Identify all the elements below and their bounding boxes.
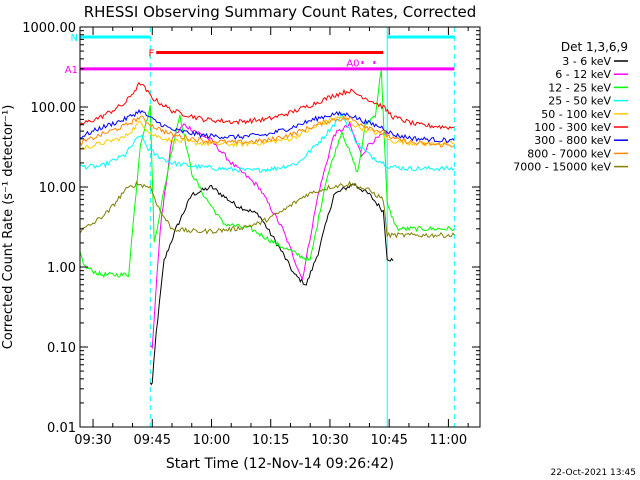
y-axis-ticks: 0.01 0.10 1.00 10.00 100.00 1000.00	[22, 21, 480, 436]
series-line	[79, 115, 455, 148]
y-tick-label: 0.10	[47, 341, 76, 356]
x-tick-label: 11:00	[430, 433, 467, 448]
footer-date: 22-Oct-2021 13:45	[551, 468, 636, 478]
y-tick-label: 100.00	[31, 101, 77, 116]
series-line	[79, 115, 455, 151]
state-bar-label: A0	[346, 58, 359, 69]
legend-entry-label: 300 - 800 keV	[534, 134, 611, 147]
legend-entry-label: 7000 - 15000 keV	[513, 161, 611, 174]
legend-entry-label: 25 - 50 keV	[548, 95, 611, 108]
chart-title: RHESSI Observing Summary Count Rates, Co…	[84, 3, 477, 21]
x-tick-label: 09:30	[74, 433, 111, 448]
series-line	[79, 108, 455, 144]
state-bars: N F A0 A1	[65, 33, 455, 76]
x-tick-label: 10:00	[193, 433, 230, 448]
y-tick-label: 1000.00	[22, 21, 76, 36]
series-line	[79, 70, 455, 278]
legend-entry-label: 6 - 12 keV	[555, 68, 611, 81]
x-tick-label: 10:45	[370, 433, 407, 448]
state-bar-label: A1	[65, 65, 78, 76]
legend-entry-label: 12 - 25 keV	[548, 81, 611, 94]
x-tick-label: 10:30	[311, 433, 348, 448]
y-tick-label: 0.01	[47, 421, 76, 436]
plot-frame	[79, 26, 481, 428]
legend-entry-label: 100 - 300 keV	[534, 121, 611, 134]
y-axis-label: Corrected Count Rate (s⁻¹ detector⁻¹)	[1, 105, 16, 350]
state-bar-label: N	[71, 33, 78, 44]
x-tick-label: 09:45	[134, 433, 171, 448]
series-line	[149, 183, 394, 386]
legend-entry-label: 3 - 6 keV	[562, 55, 611, 68]
x-tick-label: 10:15	[252, 433, 289, 448]
state-bar-label: F	[148, 49, 154, 60]
series-line	[79, 111, 455, 173]
series-line	[79, 180, 455, 239]
y-tick-label: 10.00	[39, 181, 76, 196]
plot-area	[79, 27, 455, 427]
x-axis-ticks: 09:30 09:45 10:00 10:15 10:30 10:45 11:00	[74, 27, 469, 448]
legend-entry-label: 50 - 100 keV	[541, 108, 611, 121]
series-line	[79, 81, 455, 131]
legend-title: Det 1,3,6,9	[561, 40, 628, 54]
x-axis-label: Start Time (12-Nov-14 09:26:42)	[166, 456, 394, 472]
legend-entry-label: 800 - 7000 keV	[527, 147, 611, 160]
y-tick-label: 1.00	[47, 261, 76, 276]
